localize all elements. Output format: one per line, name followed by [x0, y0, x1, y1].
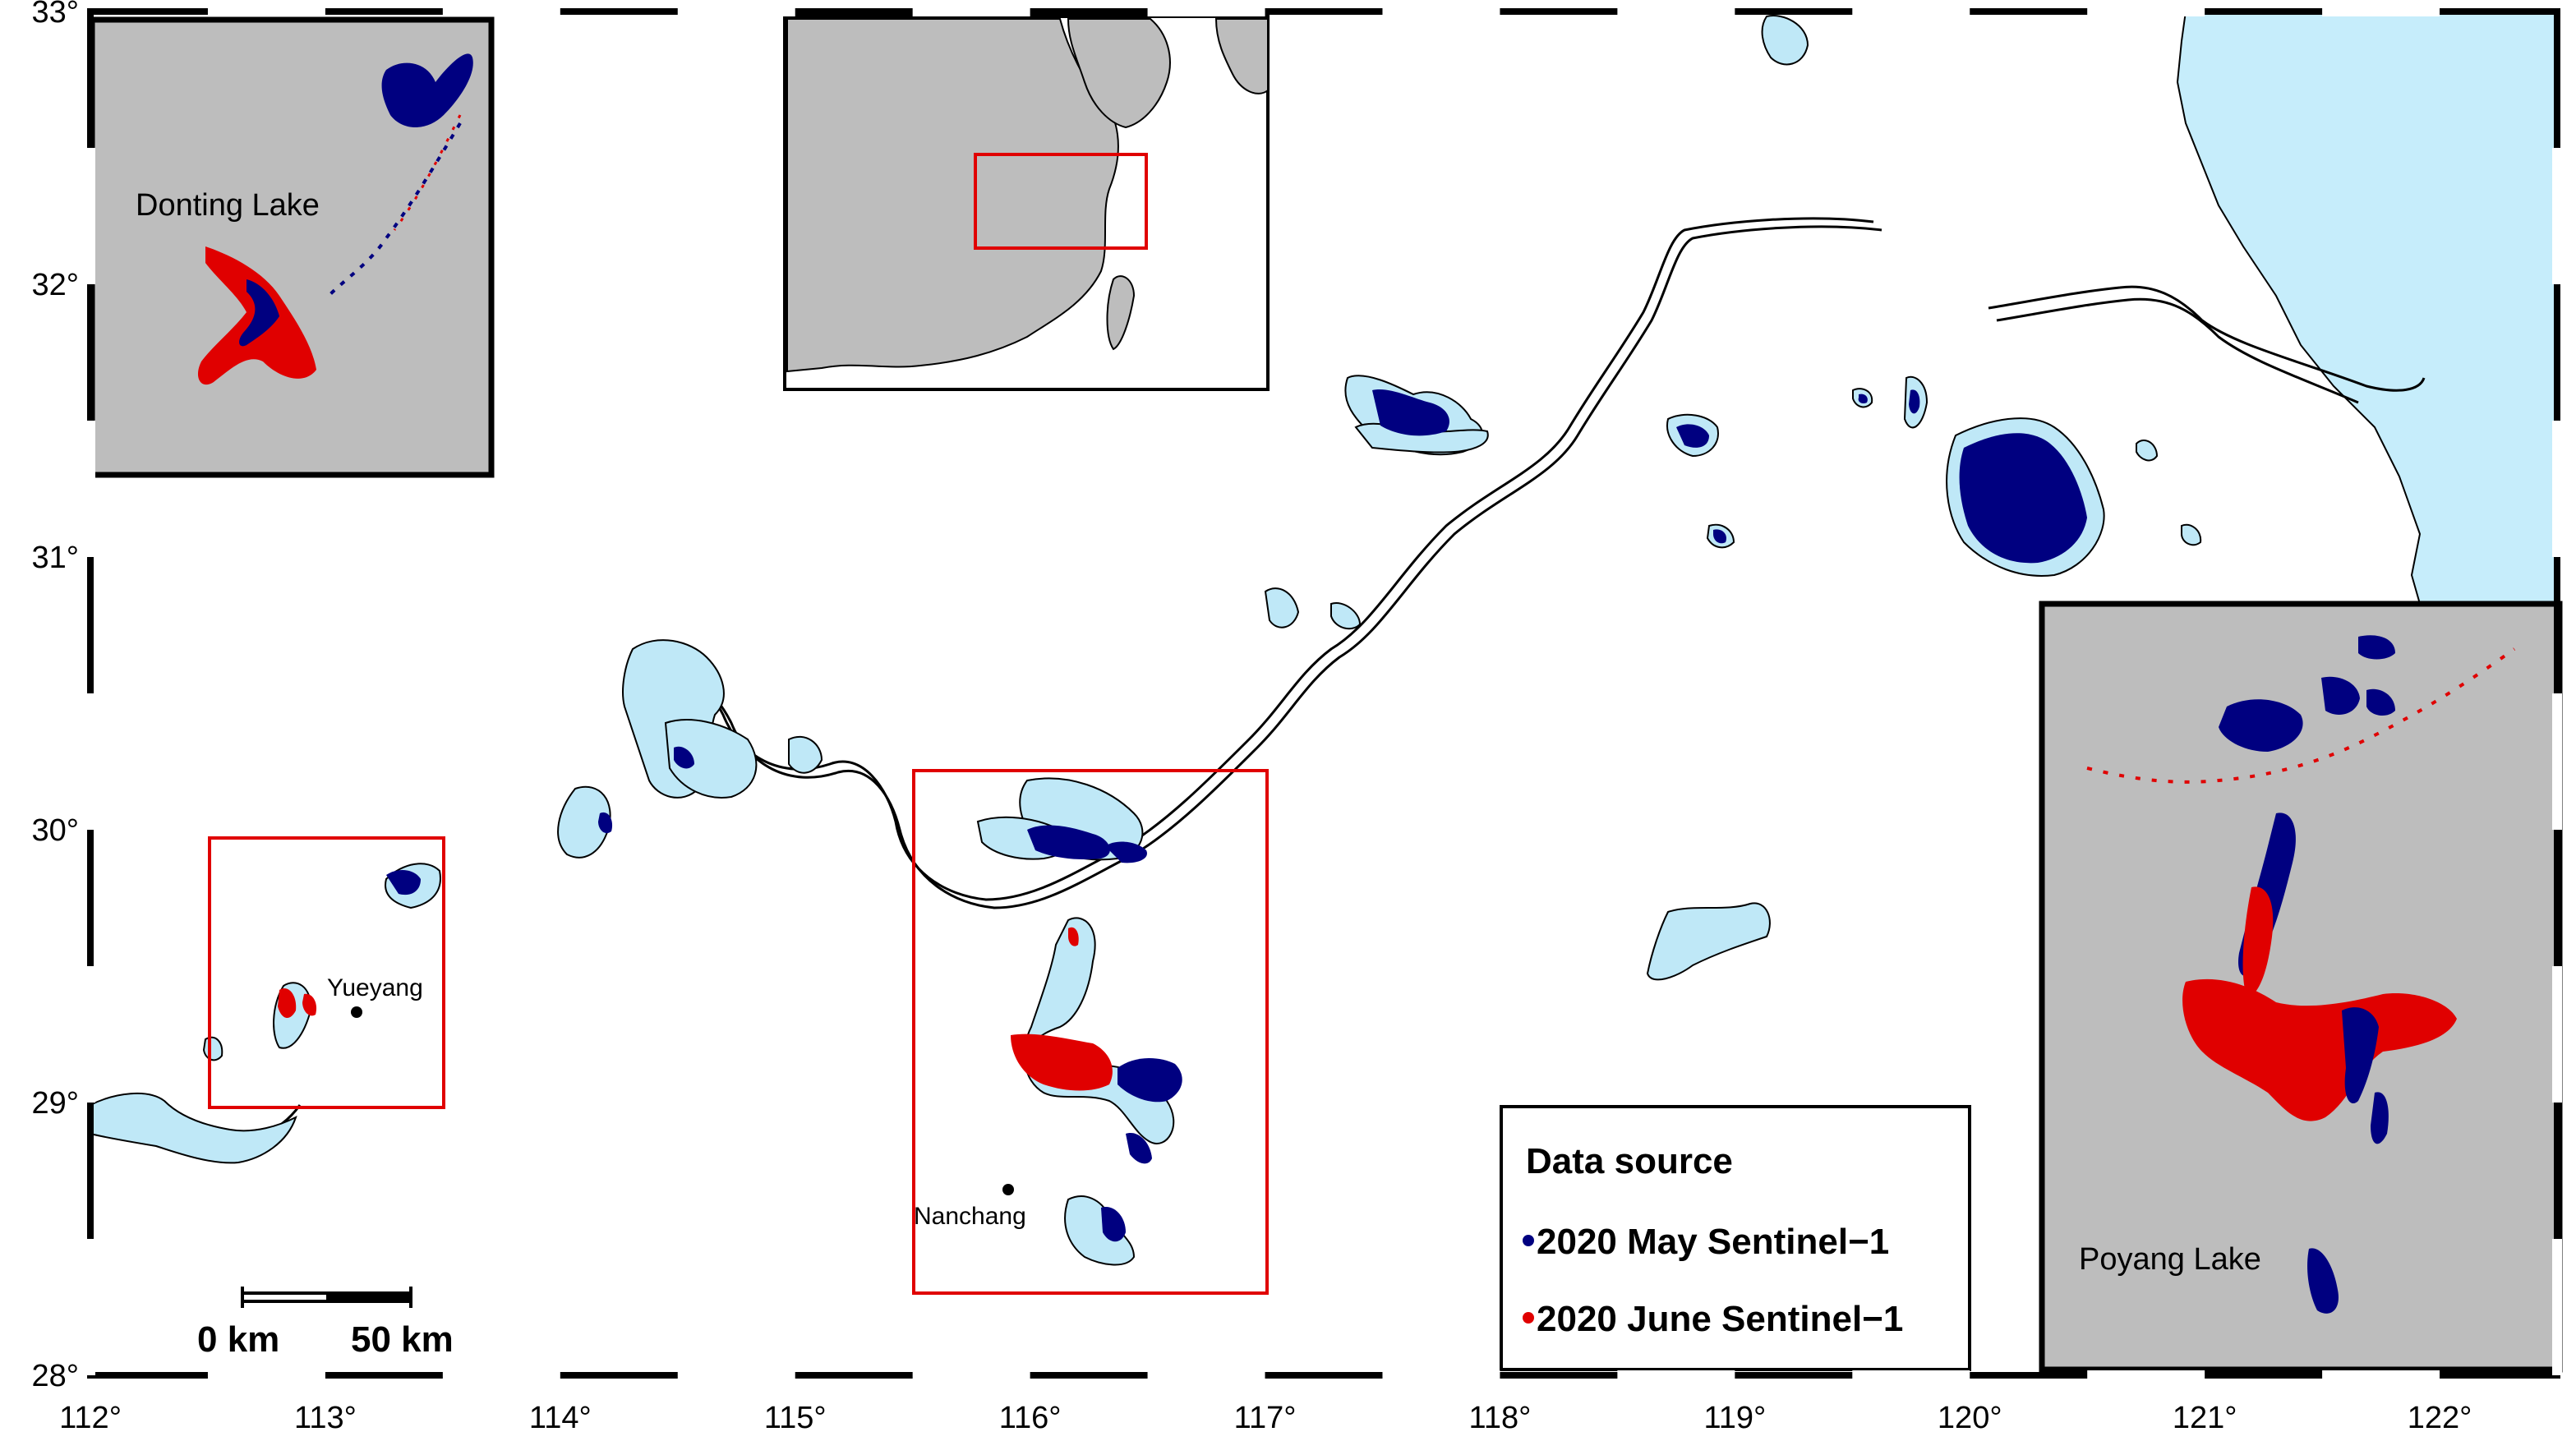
china-overview-inset	[783, 15, 1270, 391]
may-water-detections	[386, 389, 2087, 1242]
latitude-tick-label: 33°	[32, 0, 79, 30]
frame-segment	[912, 1370, 1030, 1380]
frame-ticks	[85, 7, 2562, 1380]
poyang-may-lake-e	[2366, 688, 2395, 716]
legend-may-swatch	[1523, 1235, 1534, 1246]
longitude-tick-label: 112°	[59, 1401, 122, 1435]
longitude-tick-label: 120°	[1938, 1401, 2002, 1435]
frame-segment	[677, 7, 795, 16]
longitude-tick-label: 117°	[1234, 1401, 1297, 1435]
frame-segment	[2087, 7, 2205, 16]
latitude-tick-label: 28°	[32, 1359, 79, 1393]
poyang-inset-title: Poyang Lake	[2079, 1242, 2261, 1277]
poyang-may-lake-north	[2219, 699, 2303, 752]
latitude-tick-label: 32°	[32, 268, 79, 302]
frame-segment	[85, 966, 95, 1103]
poyang-june-upper	[2242, 886, 2274, 998]
frame-segment	[1382, 7, 1500, 16]
frame-segment	[2552, 148, 2562, 284]
overview-japan	[1214, 18, 1269, 94]
frame-segment	[2552, 421, 2562, 557]
frame-segment	[85, 1239, 95, 1375]
legend: Data source 2020 May Sentinel−1 2020 Jun…	[1500, 1105, 1971, 1371]
longitude-tick-label: 122°	[2408, 1401, 2472, 1435]
latitude-tick-label: 30°	[32, 813, 79, 848]
frame-segment	[677, 1370, 795, 1380]
yueyang-marker	[351, 1006, 362, 1018]
nanchang-marker	[1002, 1184, 1014, 1195]
frame-segment	[2552, 1239, 2562, 1375]
longitude-tick-label: 115°	[764, 1401, 827, 1435]
east-china-sea	[2176, 11, 2556, 605]
frame-segment	[442, 7, 560, 16]
frame-segment	[912, 7, 1030, 16]
dongting-inset: Donting Lake	[89, 16, 495, 478]
poyang-may-south	[2307, 1248, 2339, 1314]
poyang-may-core	[2342, 1007, 2379, 1104]
longitude-tick-label: 116°	[999, 1401, 1062, 1435]
nanchang-label: Nanchang	[914, 1203, 1026, 1230]
frame-segment	[1382, 1370, 1500, 1380]
dongting-inset-title: Donting Lake	[136, 188, 320, 223]
longitude-tick-label: 121°	[2173, 1401, 2237, 1435]
frame-segment	[2322, 1370, 2440, 1380]
frame-segment	[207, 7, 325, 16]
overview-taiwan	[1106, 275, 1136, 351]
frame-segment	[2552, 966, 2562, 1103]
dongting-may-cluster	[381, 53, 473, 127]
frame-segment	[2087, 1370, 2205, 1380]
yueyang-label: Yueyang	[327, 974, 423, 1001]
longitude-tick-label: 119°	[1703, 1401, 1766, 1435]
dongting-highlight-box	[208, 836, 445, 1109]
legend-may-label: 2020 May Sentinel−1	[1537, 1222, 1889, 1262]
longitude-tick-label: 118°	[1469, 1401, 1532, 1435]
poyang-highlight-box	[912, 769, 1269, 1295]
yangtze-river	[90, 217, 2426, 1142]
frame-segment	[1617, 1370, 1735, 1380]
poyang-inset: Poyang Lake	[2039, 601, 2563, 1373]
latitude-tick-label: 29°	[32, 1086, 79, 1121]
frame-segment	[85, 421, 95, 557]
latitude-labels: 28° 29° 30° 31° 32° 33°	[32, 0, 79, 1393]
frame-segment	[1147, 1370, 1265, 1380]
scale-bar-start-label: 0 km	[197, 1319, 279, 1360]
map-frame	[85, 7, 2562, 1380]
june-water-detections	[278, 927, 1113, 1091]
frame-segment	[1617, 7, 1735, 16]
poyang-june-flood-extent	[2182, 978, 2457, 1121]
frame-segment	[85, 693, 95, 830]
poyang-may-lake-top	[2358, 635, 2395, 660]
longitude-tick-label: 114°	[529, 1401, 592, 1435]
frame-segment	[85, 148, 95, 284]
latitude-tick-label: 31°	[32, 541, 79, 575]
legend-june-swatch	[1523, 1312, 1534, 1324]
longitude-labels: 112° 113° 114° 115° 116° 117° 118° 119° 120° 121°…	[59, 1401, 2472, 1435]
frame-segment	[1852, 7, 1970, 16]
overview-study-area-box	[974, 153, 1148, 250]
dongting-may-channel	[239, 279, 279, 347]
dongting-river-trace	[327, 122, 462, 297]
frame-segment	[1147, 7, 1265, 16]
frame-segment	[2552, 693, 2562, 830]
dongting-river-trace-red	[393, 114, 462, 231]
frame-segment	[2322, 7, 2440, 16]
scale-bar: 0 km 50 km	[197, 1287, 454, 1360]
legend-title: Data source	[1526, 1141, 1733, 1181]
frame-segment	[442, 1370, 560, 1380]
frame-segment	[1852, 1370, 1970, 1380]
poyang-may-lower	[2371, 1092, 2389, 1144]
longitude-tick-label: 113°	[294, 1401, 357, 1435]
poyang-may-lake-ne	[2321, 676, 2360, 715]
scale-bar-end-label: 50 km	[351, 1319, 454, 1360]
legend-june-label: 2020 June Sentinel−1	[1537, 1299, 1903, 1339]
frame-segment	[207, 1370, 325, 1380]
overview-korea	[1067, 18, 1171, 129]
